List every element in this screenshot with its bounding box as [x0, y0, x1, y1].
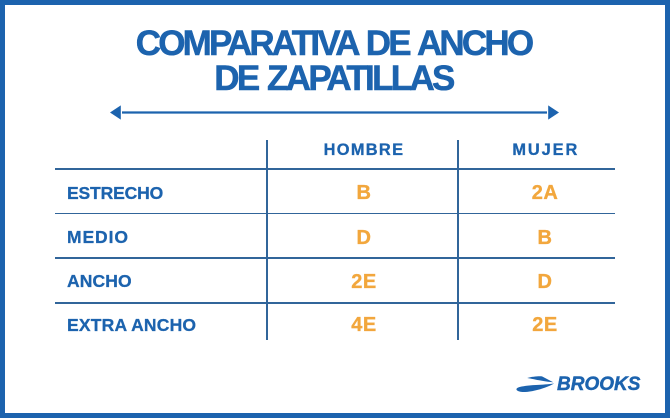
svg-text:BROOKS: BROOKS	[557, 374, 641, 395]
